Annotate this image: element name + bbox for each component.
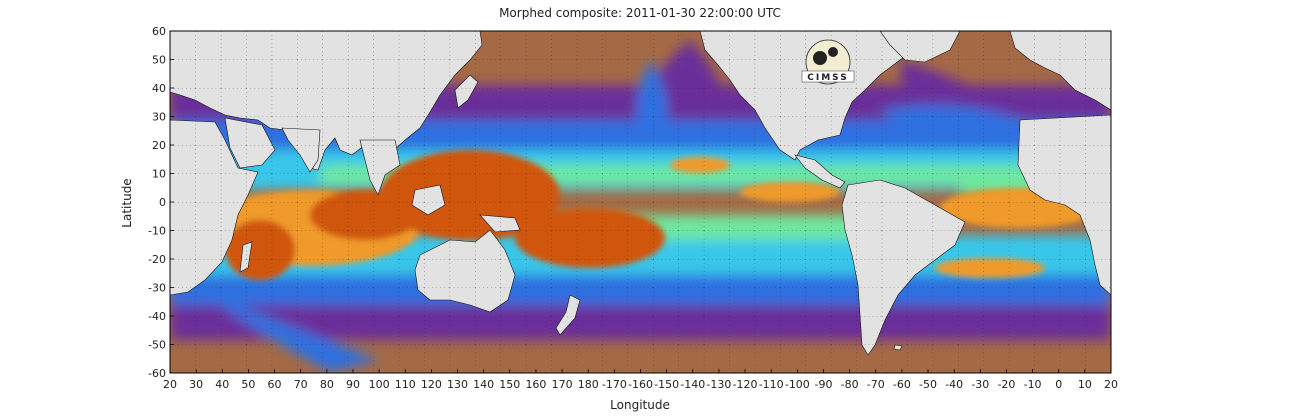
x-axis-ticks: 20 30 40 50 60 70 80 90 100 110 120 130 140 150 160 170… — [163, 369, 1118, 391]
y-tick-label: -50 — [148, 339, 166, 352]
x-tick-label: -60 — [893, 378, 911, 391]
x-tick-label: 20 — [163, 378, 177, 391]
y-tick-label: 20 — [152, 139, 166, 152]
y-axis-ticks: 60 50 40 30 20 10 0 -10 -20 -30 -40 -50 -60 — [148, 25, 174, 380]
x-tick-label: 170 — [552, 378, 573, 391]
graticule — [170, 31, 1111, 373]
x-tick-label: -10 — [1024, 378, 1042, 391]
y-tick-label: 40 — [152, 82, 166, 95]
y-tick-label: 60 — [152, 25, 166, 38]
x-tick-label: 20 — [1104, 378, 1118, 391]
x-tick-label: 10 — [1078, 378, 1092, 391]
x-tick-label: 50 — [241, 378, 255, 391]
x-tick-label: -80 — [841, 378, 859, 391]
y-tick-label: -30 — [148, 282, 166, 295]
x-tick-label: -160 — [628, 378, 653, 391]
x-tick-label: -40 — [945, 378, 963, 391]
x-tick-label: 110 — [395, 378, 416, 391]
x-tick-label: 30 — [189, 378, 203, 391]
cimss-logo: CIMSS — [801, 39, 855, 85]
y-tick-label: -10 — [148, 225, 166, 238]
figure-title: Morphed composite: 2011-01-30 22:00:00 U… — [499, 6, 781, 20]
x-axis-label: Longitude — [610, 398, 670, 412]
x-tick-label: 120 — [421, 378, 442, 391]
x-tick-label: 160 — [525, 378, 546, 391]
x-tick-label: -100 — [785, 378, 810, 391]
x-tick-label: 180 — [578, 378, 599, 391]
cimss-logo-text: CIMSS — [807, 73, 848, 83]
x-tick-label: 140 — [473, 378, 494, 391]
x-tick-label: -120 — [733, 378, 758, 391]
x-tick-label: -130 — [706, 378, 731, 391]
x-tick-label: 90 — [346, 378, 360, 391]
x-tick-label: -140 — [680, 378, 705, 391]
x-tick-label: 130 — [447, 378, 468, 391]
x-tick-label: 80 — [320, 378, 334, 391]
x-tick-label: 70 — [294, 378, 308, 391]
x-tick-label: -50 — [919, 378, 937, 391]
x-tick-label: -170 — [602, 378, 627, 391]
x-tick-label: -20 — [997, 378, 1015, 391]
moisture-field: CIMSS — [170, 31, 1111, 373]
y-tick-label: -40 — [148, 310, 166, 323]
x-tick-label: -70 — [867, 378, 885, 391]
y-axis-label: Latitude — [120, 178, 134, 228]
y-tick-label: 50 — [152, 54, 166, 67]
y-tick-label: -20 — [148, 253, 166, 266]
x-tick-label: -150 — [654, 378, 679, 391]
x-tick-label: 60 — [268, 378, 282, 391]
y-tick-label: 0 — [159, 196, 166, 209]
x-tick-label: -110 — [759, 378, 784, 391]
x-tick-label: -90 — [814, 378, 832, 391]
x-tick-label: -30 — [971, 378, 989, 391]
x-tick-label: 100 — [369, 378, 390, 391]
x-tick-label: 150 — [499, 378, 520, 391]
x-tick-label: 40 — [215, 378, 229, 391]
y-tick-label: -60 — [148, 367, 166, 380]
x-tick-label: 0 — [1055, 378, 1062, 391]
y-tick-label: 30 — [152, 111, 166, 124]
y-tick-label: 10 — [152, 168, 166, 181]
